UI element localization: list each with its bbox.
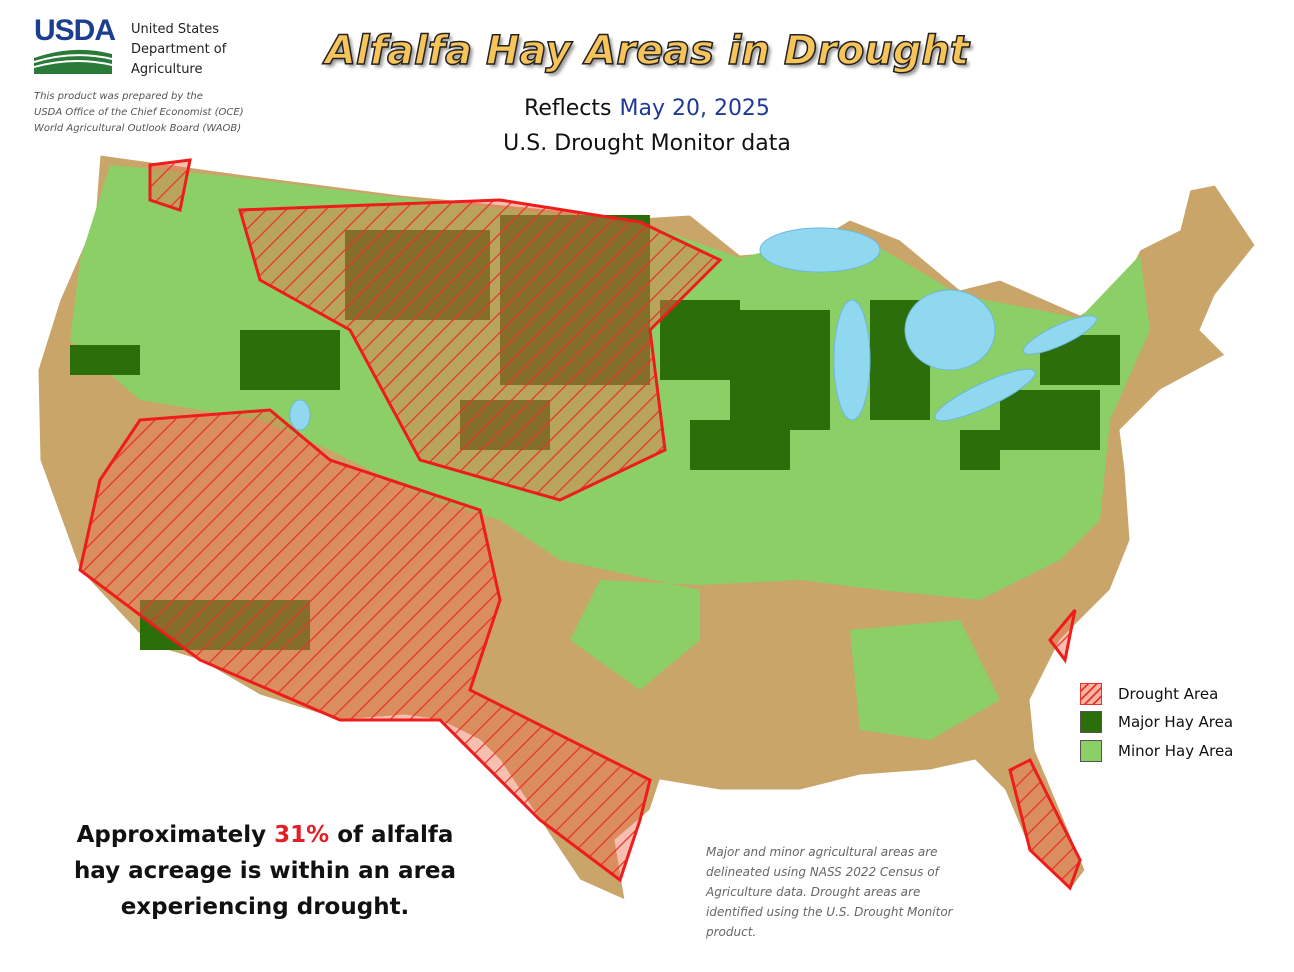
lake — [759, 227, 881, 273]
subtitle-date: May 20, 2025 — [619, 96, 770, 121]
lake — [934, 368, 1036, 422]
lake — [904, 289, 996, 371]
lake — [833, 299, 871, 421]
minor-hay-area — [850, 620, 1000, 740]
drought-areas — [78, 158, 1082, 891]
logo-text: USDA — [34, 14, 116, 47]
legend-label: Minor Hay Area — [1118, 742, 1234, 760]
lakes — [289, 227, 1097, 431]
legend-label: Major Hay Area — [1118, 713, 1234, 731]
credit-line: This product was prepared by the — [34, 91, 203, 102]
drought-area — [78, 408, 652, 883]
lake — [1023, 315, 1097, 355]
agency-line: United States — [131, 22, 220, 37]
legend-item: Minor Hay Area — [1080, 740, 1233, 762]
summary-text: Approximately — [76, 822, 267, 848]
major-hay-area — [730, 310, 830, 430]
credit-line: USDA Office of the Chief Economist (OCE) — [34, 107, 244, 118]
subtitle-source: U.S. Drought Monitor data — [503, 131, 791, 156]
legend-item: Drought Area — [1080, 683, 1218, 705]
major-hay-area — [240, 330, 340, 390]
summary-text: of alfalfa hay acreage is within an area… — [73, 822, 457, 920]
summary-share: 31% — [274, 822, 330, 848]
drought-area — [238, 198, 723, 502]
lake — [289, 399, 311, 431]
drought-area — [1008, 757, 1082, 891]
legend-label: Drought Area — [1118, 685, 1219, 703]
title: Alfalfa Hay Areas in Drought — [324, 27, 970, 75]
logo-mark — [34, 49, 112, 74]
major-hay-area — [70, 345, 140, 375]
subtitle: Reflects May 20, 2025 — [0, 96, 1294, 121]
major-hay-area — [660, 300, 740, 380]
agency-line: Department of — [131, 42, 227, 57]
logo: USDA — [34, 14, 116, 76]
legend-item: Major Hay Area — [1080, 711, 1233, 733]
note: Major and minor agricultural areas are d… — [706, 845, 953, 939]
drought-area — [1048, 609, 1077, 664]
major-hay-area — [1000, 390, 1100, 450]
credit: This product was prepared by the USDA Of… — [34, 89, 244, 137]
major-hay-area — [690, 420, 790, 470]
drought-area — [148, 158, 192, 212]
credit-line: World Agricultural Outlook Board (WAOB) — [34, 123, 242, 134]
subtitle-prefix: Reflects — [524, 96, 612, 121]
agency-name: United States Department of Agriculture — [131, 20, 226, 80]
major-hay-area — [960, 430, 1000, 470]
agency-line: Agriculture — [131, 62, 203, 77]
summary: Approximately 31% of alfalfa hay acreage… — [50, 817, 480, 925]
